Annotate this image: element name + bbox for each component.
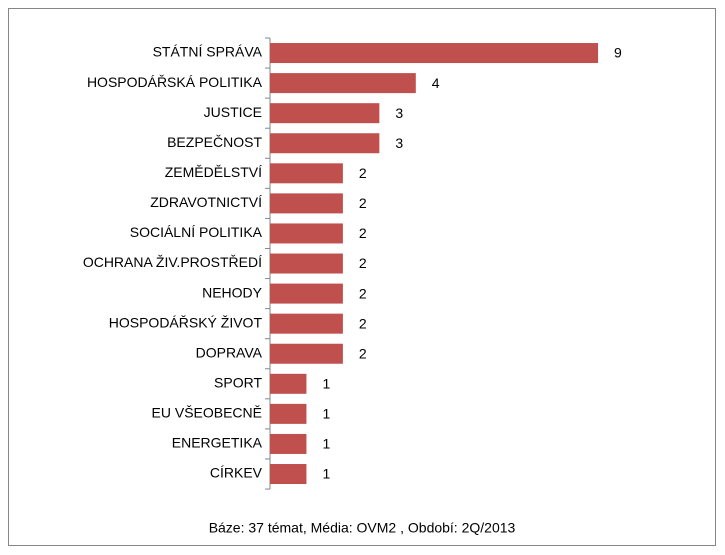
value-label: 1 bbox=[322, 376, 330, 392]
value-label: 1 bbox=[322, 406, 330, 422]
footnote: Báze: 37 témat, Média: OVM2 , Období: 2Q… bbox=[209, 520, 516, 536]
chart-frame bbox=[8, 8, 716, 546]
value-label: 3 bbox=[395, 105, 403, 121]
bar bbox=[270, 43, 599, 64]
bar bbox=[270, 73, 416, 94]
bar bbox=[270, 283, 343, 304]
y-tick-label: HOSPODÁŘSKÁ POLITIKA bbox=[87, 74, 263, 90]
y-tick-label: CÍRKEV bbox=[210, 465, 263, 481]
bar bbox=[270, 464, 307, 485]
y-tick-label: ENERGETIKA bbox=[172, 435, 263, 451]
value-label: 9 bbox=[614, 45, 622, 61]
bar bbox=[270, 403, 307, 424]
bar bbox=[270, 163, 343, 184]
value-label: 2 bbox=[359, 255, 367, 271]
y-tick-label: BEZPEČNOST bbox=[167, 134, 262, 150]
value-label: 2 bbox=[359, 195, 367, 211]
bar bbox=[270, 223, 343, 244]
y-tick-label: OCHRANA ŽIV.PROSTŘEDÍ bbox=[83, 254, 262, 270]
bar bbox=[270, 373, 307, 394]
bar bbox=[270, 193, 343, 214]
y-tick-label: SOCIÁLNÍ POLITIKA bbox=[130, 224, 263, 240]
value-label: 2 bbox=[359, 165, 367, 181]
value-label: 1 bbox=[322, 436, 330, 452]
value-label: 2 bbox=[359, 315, 367, 331]
y-tick-label: SPORT bbox=[214, 375, 262, 391]
value-label: 2 bbox=[359, 285, 367, 301]
y-tick-label: EU VŠEOBECNĚ bbox=[152, 405, 262, 421]
value-label: 4 bbox=[432, 75, 440, 91]
value-label: 2 bbox=[359, 345, 367, 361]
y-tick-label: ZEMĚDĚLSTVÍ bbox=[165, 164, 262, 180]
value-label: 1 bbox=[322, 466, 330, 482]
bar bbox=[270, 313, 343, 334]
bar bbox=[270, 253, 343, 274]
y-tick-label: NEHODY bbox=[202, 284, 263, 300]
value-label: 2 bbox=[359, 225, 367, 241]
y-tick-label: DOPRAVA bbox=[196, 344, 263, 360]
bar bbox=[270, 133, 380, 154]
y-tick-label: STÁTNÍ SPRÁVA bbox=[153, 44, 263, 60]
y-tick-label: JUSTICE bbox=[204, 104, 262, 120]
y-tick-label: ZDRAVOTNICTVÍ bbox=[150, 194, 262, 210]
bar bbox=[270, 343, 343, 364]
value-label: 3 bbox=[395, 135, 403, 151]
bar bbox=[270, 433, 307, 454]
y-tick-label: HOSPODÁŘSKÝ ŽIVOT bbox=[109, 314, 263, 330]
bar bbox=[270, 103, 380, 124]
